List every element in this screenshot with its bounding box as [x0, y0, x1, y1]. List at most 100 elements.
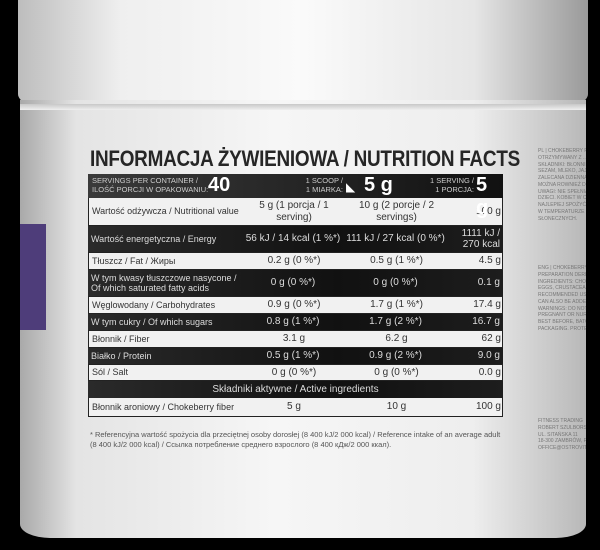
lid-seam	[20, 104, 586, 110]
servings-value: 40	[208, 174, 231, 196]
label-title: INFORMACJA ŻYWIENIOWA / NUTRITION FACTS	[90, 146, 520, 171]
row-value-100g: 100 g	[475, 205, 501, 217]
side-text-line: SEZAM, MLEKO, JAJA ...	[538, 168, 586, 175]
side-text-en: ENG | CHOKEBERRY FIBERPREPARATION DERIVE…	[538, 265, 586, 333]
row-label: W tym cukry / Of which sugars	[91, 316, 213, 327]
servings-label: SERVINGS PER CONTAINER / ILOŚĆ PORCJI W O…	[92, 176, 209, 194]
row-value-100g: 4.5 g	[478, 255, 501, 267]
serving-label: 1 SERVING /1 PORCJA:	[424, 176, 474, 194]
side-text-line: MOŻNA ROWNIEŻ DODA...	[538, 181, 586, 188]
side-text-line: 18-300 ZAMBRÓW, POL...	[538, 438, 586, 445]
row-value-1-serving: 5 g (1 porcja / 1 serving)	[259, 200, 329, 223]
row-value-100g: 0.0 g	[478, 366, 501, 378]
serving-label-pl: 1 PORCJA:	[435, 184, 474, 194]
side-text-line: NAJLEPIEJ SPOŻYĆ ...	[538, 202, 586, 208]
row-value-1-serving: 0.9 g (0 %*)	[267, 299, 321, 311]
side-text-line: UL. SITAŃSKA 11	[538, 431, 578, 438]
row-value-100g: 100 g	[475, 401, 501, 413]
row-value-100g: 17.4 g	[473, 299, 501, 311]
side-text-pl: PL | CHOKEBERRY FIBEROTRZYMYWANY Z ...SK…	[538, 148, 586, 222]
nutrition-table: SERVINGS PER CONTAINER / ILOŚĆ PORCJI W O…	[88, 174, 503, 417]
row-label: Tłuszcz / Fat / Жиры	[92, 255, 176, 266]
row-value-2-servings: 0.9 g (2 %*)	[369, 350, 422, 362]
side-text-line: PL | CHOKEBERRY FIBER	[538, 148, 586, 154]
servings-label-pl: ILOŚĆ PORCJI W OPAKOWANIU:	[92, 184, 209, 194]
side-text-line: SKŁADNIKI: BŁONNIK A...	[538, 161, 586, 168]
serving-label-en: 1 SERVING /	[429, 176, 474, 185]
row-value-1-serving: 3.1 g	[282, 333, 306, 345]
row-value-100g: 0.1 g	[477, 277, 500, 289]
footnote-line-1: * Referencyjna wartość spożycia dla prze…	[90, 430, 501, 439]
row-value-2-servings: 6.2 g	[385, 333, 408, 345]
row-value-100g: 62 g	[481, 333, 501, 345]
row-value-1-serving: 0 g (0 %*)	[271, 366, 317, 378]
scoop-icon: ◣	[346, 180, 356, 194]
row-value-2-servings: 0 g (0 %*)	[374, 366, 419, 378]
side-text-line: ROBERT SZULBORSKI	[538, 424, 586, 431]
row-label: Błonnik / Fiber	[92, 333, 150, 344]
row-value-1-serving: 0 g (0 %*)	[270, 277, 316, 289]
table-row: Sól / Salt 0 g (0 %*) 0 g (0 %*) 0.0 g	[88, 365, 503, 381]
side-text-line: OFFICE@OSTROVIT.COM	[538, 445, 586, 451]
row-value-1-serving: 0.2 g (0 %*)	[267, 255, 321, 267]
servings-header: SERVINGS PER CONTAINER / ILOŚĆ PORCJI W O…	[88, 174, 503, 219]
side-text-line: SŁONECZNYCH.	[538, 215, 578, 222]
side-text-line: WARNINGS: DO NOT ...	[538, 305, 586, 312]
row-label: Wartość odżywcza / Nutritional value	[92, 206, 239, 217]
row-label: Wartość energetyczna / Energy	[91, 233, 217, 244]
row-value-1-serving: 5 g	[287, 401, 301, 413]
row-value-1-serving: 0.5 g (1 %*)	[266, 350, 320, 362]
serving-value: 5 g	[476, 174, 489, 219]
row-label: Węglowodany / Carbohydrates	[92, 299, 216, 310]
row-value-2-servings: 0 g (0 %*)	[373, 277, 418, 289]
servings-label-en: SERVINGS PER CONTAINER /	[92, 176, 198, 185]
side-text-line: INGREDIENTS: CHOKEB...	[538, 278, 586, 285]
footnote: * Referencyjna wartość spożycia dla prze…	[90, 430, 510, 450]
row-value-2-servings: 0.5 g (1 %*)	[370, 255, 423, 267]
row-label: Błonnik aroniowy / Chokeberry fiber	[92, 401, 235, 412]
scoop-label: 1 SCOOP /1 MIARKA:	[293, 176, 343, 194]
row-value-2-servings: 1.7 g (2 %*)	[369, 316, 422, 328]
table-row: Wartość energetyczna / Energy 56 kJ / 14 …	[88, 226, 503, 253]
row-label: Sól / Salt	[92, 367, 129, 378]
table-row: W tym cukry / Of which sugars 0.8 g (1 %*…	[88, 314, 503, 331]
side-text-line: PACKAGING. PROTECT ...	[538, 325, 586, 332]
side-text-line: CAN ALSO BE ADDED ...	[538, 298, 586, 305]
footnote-line-2: (8 400 kJ/2 000 kcal) / Ссылка потреблен…	[90, 439, 392, 449]
row-label: W tym kwasy tłuszczowe nasycone / Of whi…	[91, 272, 237, 293]
side-text-line: FITNESS TRADING	[538, 418, 583, 424]
row-value-100g: 9.0 g	[477, 350, 500, 362]
row-value-2-servings: 1.7 g (1 %*)	[370, 299, 423, 311]
row-value-2-servings: 111 kJ / 27 kcal (0 %*)	[346, 233, 445, 245]
row-value-1-serving: 0.8 g (1 %*)	[266, 316, 320, 328]
side-text-line: UWAGI: NIE SPEŁNIA ...	[538, 188, 586, 195]
side-text-line: RECOMMENDED USE: ...	[538, 292, 586, 298]
active-ingredients-header: Składniki aktywne / Active ingredients	[88, 381, 503, 398]
side-text-line: ZALECANA DZIENNA P...	[538, 175, 586, 181]
table-row: Błonnik / Fiber 3.1 g 6.2 g 62 g	[88, 331, 503, 348]
row-value-1-serving: 56 kJ / 14 kcal (1 %*)	[245, 233, 341, 245]
table-row: Wartość odżywcza / Nutritional value 5 g …	[88, 198, 503, 226]
table-row: Tłuszcz / Fat / Жиры 0.2 g (0 %*) 0.5 g (1…	[88, 253, 503, 270]
row-value-2-servings: 10 g (2 porcje / 2 servings)	[358, 200, 435, 223]
scoop-label-pl: 1 MIARKA:	[305, 184, 343, 194]
table-row: Węglowodany / Carbohydrates 0.9 g (0 %*) 1…	[88, 297, 503, 314]
side-text-line: ENG | CHOKEBERRY FIBER	[538, 265, 586, 271]
side-text-line: OTRZYMYWANY Z ...	[538, 154, 586, 161]
label-accent-stripe	[20, 224, 46, 330]
row-label: Białko / Protein	[91, 350, 152, 361]
scoop-value: 5 g	[364, 174, 393, 196]
container-lid	[18, 0, 588, 108]
scoop-label-en: 1 SCOOP /	[305, 176, 343, 185]
table-row: W tym kwasy tłuszczowe nasycone / Of whi…	[88, 270, 503, 297]
side-text-line: EGGS, CRUSTACEANS ...	[538, 285, 586, 292]
table-row-chokeberry: Błonnik aroniowy / Chokeberry fiber 5 g …	[88, 398, 503, 417]
side-text-line: W TEMPERATURZE ...	[538, 208, 586, 215]
row-value-100g: 1111 kJ / 270 kcal	[461, 227, 500, 251]
row-value-100g: 16.7 g	[472, 316, 500, 328]
side-text-line: PREGNANT OR NURSING ...	[538, 312, 586, 319]
table-row: Białko / Protein 0.5 g (1 %*) 0.9 g (2 %*)…	[88, 348, 503, 365]
row-value-2-servings: 10 g	[386, 401, 407, 413]
side-text-line: PREPARATION DERIVED ...	[538, 271, 586, 278]
